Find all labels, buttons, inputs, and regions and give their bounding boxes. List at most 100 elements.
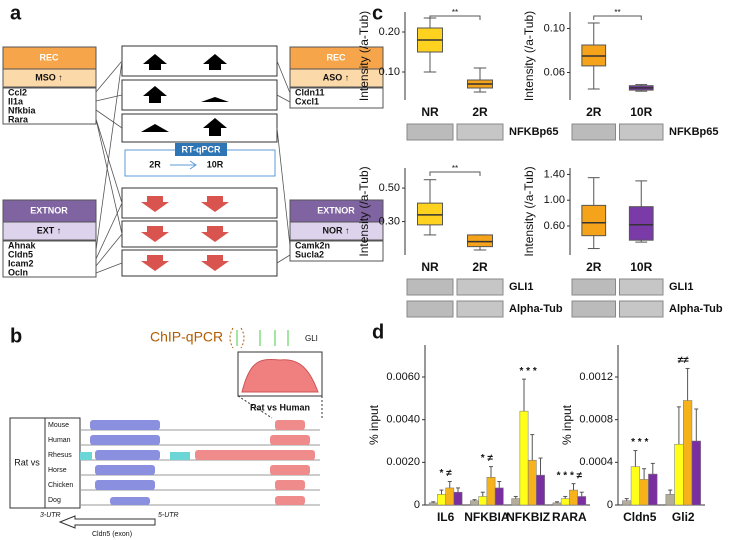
gene: Il1a [8,96,24,106]
gene: Ocln [8,267,28,277]
y-tick-label: 0.0008 [579,414,613,426]
y-tick-label: 1.00 [544,194,565,206]
row-box [121,113,278,143]
bar [486,477,496,506]
blot [571,123,616,141]
blot [406,123,454,141]
blot-label: NFKBp65 [669,126,719,138]
x-tick-label: 2R [472,105,488,119]
gene-box: EXTNOR EXT ↑ Ahnak Cldn5 Icam2 Ocln [2,199,97,278]
y-tick-label: 0.0020 [386,456,420,468]
bar [560,498,570,506]
gene: Icam2 [8,258,34,268]
group-annotation: * ≠ [481,453,494,464]
rtqpcr-arrow [170,160,197,170]
panel-label: b [10,325,22,347]
bar [552,502,562,506]
arrow [143,54,167,70]
box [467,234,493,248]
arrow [203,118,227,136]
y-axis-label: Intensity (/a-Tub) [522,11,536,101]
bar [494,487,504,506]
arrow [141,226,169,242]
y-tick-label: 0.06 [544,66,565,78]
bar [639,479,649,506]
arrow [201,255,229,271]
blot-label: Alpha-Tub [669,303,723,315]
gli-sites [236,330,289,346]
subheader: ASO ↑ [323,72,350,82]
blot-label: GLI1 [509,281,533,293]
arrow [201,226,229,242]
blot [406,300,454,318]
exon-label: Cldn5 (exon) [92,531,132,538]
y-tick-label: 0.30 [379,215,400,227]
inset-label: Rat vs Human [250,402,310,412]
bar [437,494,446,506]
gene-box: REC ASO ↑ Cldn11 Cxcl1 [289,46,384,109]
y-axis-label: % input [367,404,381,445]
utr3: 3-UTR [40,512,61,519]
panel-label: a [10,2,22,24]
y-tick-label: 0.60 [544,220,565,232]
connector-lines [95,60,291,274]
species-box [44,417,81,509]
group-annotation: ≠≠ [678,355,689,366]
box-sub [289,221,384,241]
bar [453,491,463,506]
panel-label: d [372,321,384,343]
x-tick-label: NR [421,105,439,119]
x-tick-label: 2R [472,260,488,274]
y-axis-label: Intensity (/a-Tub) [522,166,536,256]
x-tick-label: NFKBIZ [506,510,550,524]
bar [445,487,455,506]
blot [456,278,504,296]
x-tick-label: Gli2 [672,510,695,524]
bar [630,466,640,506]
bar [511,498,521,506]
blot-label: Alpha-Tub [509,303,563,315]
blot [406,278,454,296]
down-arrows [141,196,229,271]
y-axis-label: Intensity (/a-Tub) [357,166,371,256]
arrow [141,255,169,271]
gene-arrow [58,515,156,529]
bar [674,443,684,506]
subheader: NOR ↑ [323,225,350,235]
tracks [80,420,320,506]
x-tick-label: 2R [586,260,602,274]
rtqpcr-left: 2R [149,159,161,169]
bar [691,440,701,506]
arrow [143,86,167,103]
species: Human [48,437,71,444]
panel-label: c [372,2,383,24]
significance: ** [452,164,458,173]
bar [470,500,479,506]
y-tick-label: 0.0012 [579,371,613,383]
gene: Cldn11 [295,87,325,97]
y-tick-label: 0.0060 [386,371,420,383]
gene: Ahnak [8,240,37,250]
y-tick-label: 0 [414,499,420,511]
y-tick-label: 0.50 [379,182,400,194]
y-axis-label: Intensity (/a-Tub) [357,11,371,101]
gli-label: GLI [305,334,318,343]
blot [456,123,504,141]
bar [665,494,675,506]
arrow [203,54,227,70]
subheader: EXT ↑ [37,225,62,235]
rtqpcr-title: RT-qPCR [182,144,221,154]
box-sub [289,68,384,88]
box [417,202,443,226]
x-tick-label: 10R [630,260,652,274]
bar [428,502,438,506]
species: Horse [48,467,67,474]
box [628,206,654,241]
rtqpcr-right: 10R [207,159,224,169]
bar [577,496,587,506]
y-tick-label: 0.10 [379,66,400,78]
significance: ** [614,8,620,17]
chip-label: ChIP-qPCR [150,329,223,345]
y-tick-label: 0.20 [379,26,400,38]
bar [527,459,537,506]
